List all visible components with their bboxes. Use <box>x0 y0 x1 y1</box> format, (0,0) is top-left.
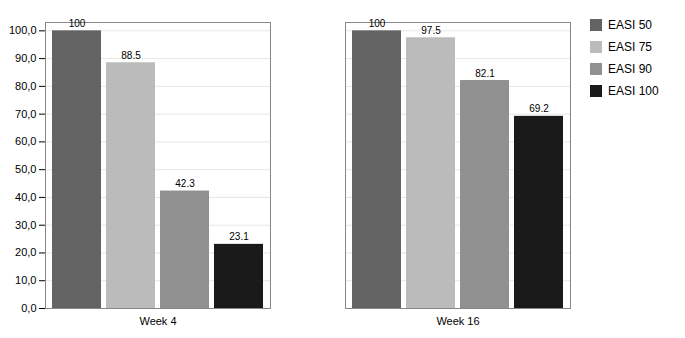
html-text:EASI 90: EASI 90 <box>608 62 652 76</box>
svg-text:10,0: 10,0 <box>15 274 36 286</box>
svg-text:82.1: 82.1 <box>475 68 495 79</box>
html-text:EASI 75: EASI 75 <box>608 40 652 54</box>
svg-text:40,0: 40,0 <box>15 191 36 203</box>
html-text:EASI 100: EASI 100 <box>608 84 659 98</box>
svg-text:69.2: 69.2 <box>529 103 549 114</box>
svg-text:23.1: 23.1 <box>229 231 249 242</box>
svg-text:100,0: 100,0 <box>9 24 37 36</box>
html-text:EASI 50: EASI 50 <box>608 18 652 32</box>
svg-text:Week 16: Week 16 <box>436 315 479 327</box>
svg-text:Week 4: Week 4 <box>139 315 176 327</box>
svg-text:50,0: 50,0 <box>15 163 36 175</box>
svg-text:100: 100 <box>369 18 386 29</box>
svg-text:60,0: 60,0 <box>15 135 36 147</box>
svg-text:0,0: 0,0 <box>21 302 36 314</box>
svg-text:80,0: 80,0 <box>15 80 36 92</box>
svg-text:100: 100 <box>69 18 86 29</box>
svg-text:88.5: 88.5 <box>121 50 141 61</box>
svg-text:42.3: 42.3 <box>175 178 195 189</box>
svg-text:30,0: 30,0 <box>15 219 36 231</box>
svg-text:20,0: 20,0 <box>15 246 36 258</box>
svg-text:90,0: 90,0 <box>15 52 36 64</box>
svg-text:97.5: 97.5 <box>421 25 441 36</box>
svg-text:70,0: 70,0 <box>15 108 36 120</box>
